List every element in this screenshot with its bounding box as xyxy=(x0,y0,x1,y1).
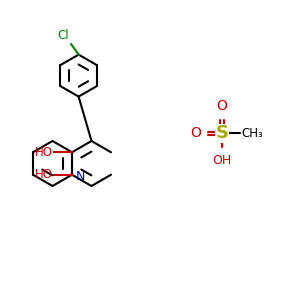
Text: S: S xyxy=(215,124,229,142)
Text: O: O xyxy=(191,127,202,140)
Text: HO: HO xyxy=(34,168,52,181)
Text: O: O xyxy=(217,99,227,113)
Text: OH: OH xyxy=(212,154,232,167)
Text: Cl: Cl xyxy=(57,29,69,42)
Text: N: N xyxy=(76,170,85,183)
Text: CH₃: CH₃ xyxy=(241,127,263,140)
Text: HO: HO xyxy=(34,146,52,159)
